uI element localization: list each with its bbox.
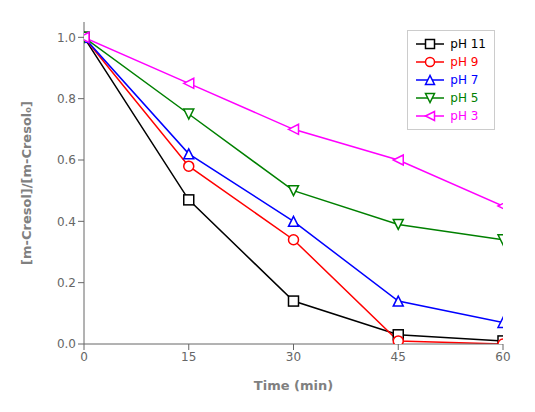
svg-text:0.8: 0.8: [57, 92, 76, 106]
svg-text:[m-Cresol]/[m-Cresol₀]: [m-Cresol]/[m-Cresol₀]: [19, 101, 34, 265]
html-text:pH 7: pH 7: [450, 73, 479, 87]
svg-text:0.4: 0.4: [57, 215, 76, 229]
svg-text:0.0: 0.0: [57, 337, 76, 351]
svg-text:0.2: 0.2: [57, 276, 76, 290]
html-text:pH 9: pH 9: [450, 55, 479, 69]
svg-text:Time (min): Time (min): [254, 378, 333, 393]
svg-text:15: 15: [181, 350, 196, 364]
svg-text:1.0: 1.0: [57, 31, 76, 45]
html-text:pH 3: pH 3: [450, 109, 479, 123]
svg-text:0.6: 0.6: [57, 153, 76, 167]
html-text:pH 11: pH 11: [450, 37, 486, 51]
html-text:pH 5: pH 5: [450, 91, 479, 105]
svg-text:60: 60: [495, 350, 510, 364]
svg-text:30: 30: [286, 350, 301, 364]
svg-text:45: 45: [391, 350, 406, 364]
svg-text:0: 0: [80, 350, 88, 364]
